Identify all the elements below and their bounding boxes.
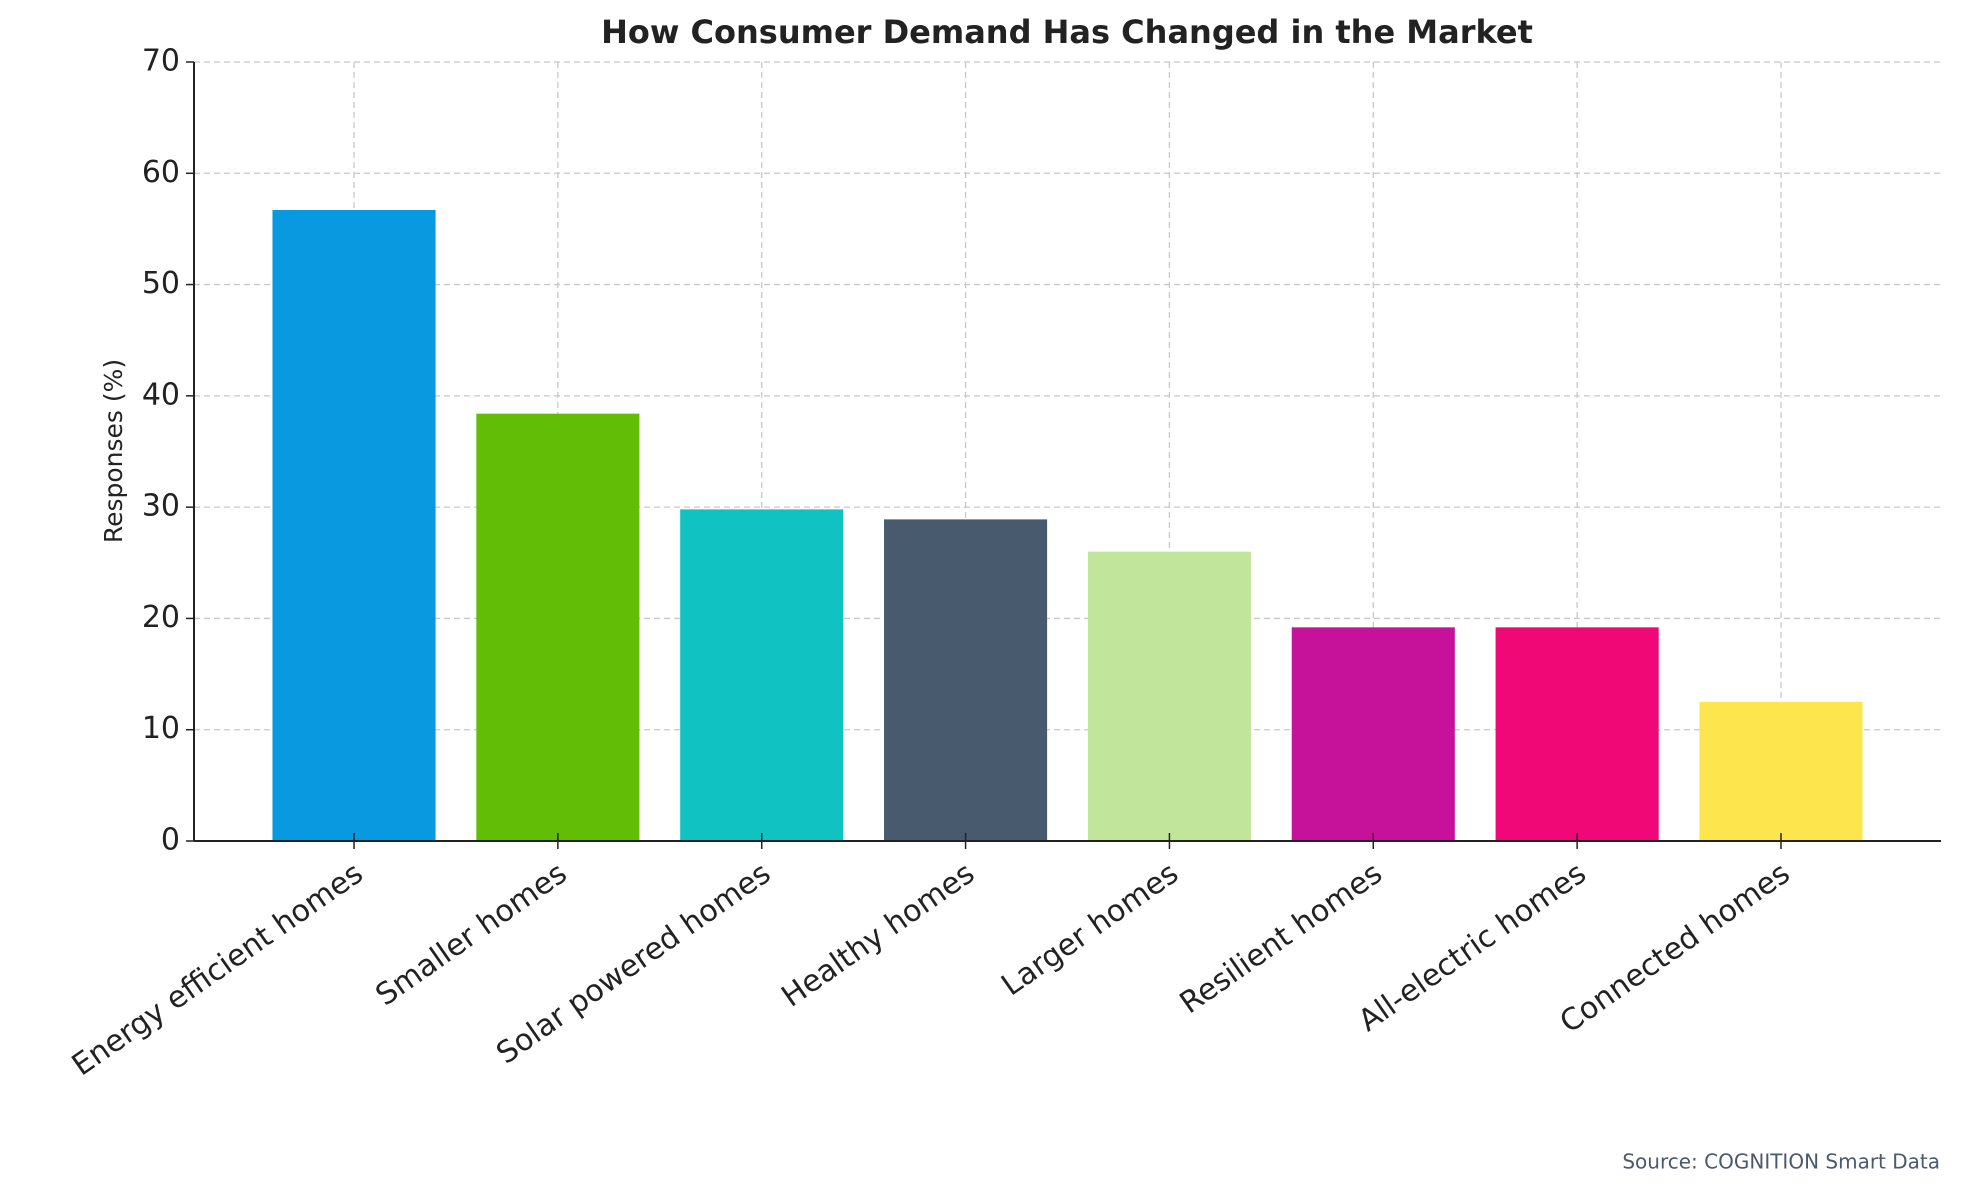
chart-title: How Consumer Demand Has Changed in the M…: [601, 13, 1533, 51]
y-tick-label: 20: [142, 600, 180, 635]
x-tick-label: Resilient homes: [1174, 856, 1389, 1021]
bar: [1495, 627, 1659, 841]
x-tick-label: Healthy homes: [775, 856, 981, 1015]
y-tick-label: 40: [142, 377, 180, 412]
x-tick-label: Smaller homes: [370, 856, 574, 1013]
bar: [884, 519, 1048, 841]
x-tick-label: Energy efficient homes: [66, 856, 370, 1083]
x-tick-label: Larger homes: [995, 856, 1185, 1003]
bar: [272, 210, 436, 841]
bar: [476, 413, 640, 841]
bar: [1291, 627, 1455, 841]
source-note: Source: COGNITION Smart Data: [1622, 1150, 1940, 1174]
y-tick-label: 0: [161, 823, 180, 858]
y-tick-label: 70: [142, 44, 180, 79]
y-tick-label: 50: [142, 266, 180, 301]
y-tick-label: 30: [142, 489, 180, 524]
bar: [680, 509, 844, 841]
bar: [1699, 701, 1863, 841]
y-tick-label: 60: [142, 155, 180, 190]
y-axis-label: Responses (%): [99, 359, 128, 543]
y-tick-label: 10: [142, 711, 180, 746]
bar: [1087, 551, 1251, 841]
